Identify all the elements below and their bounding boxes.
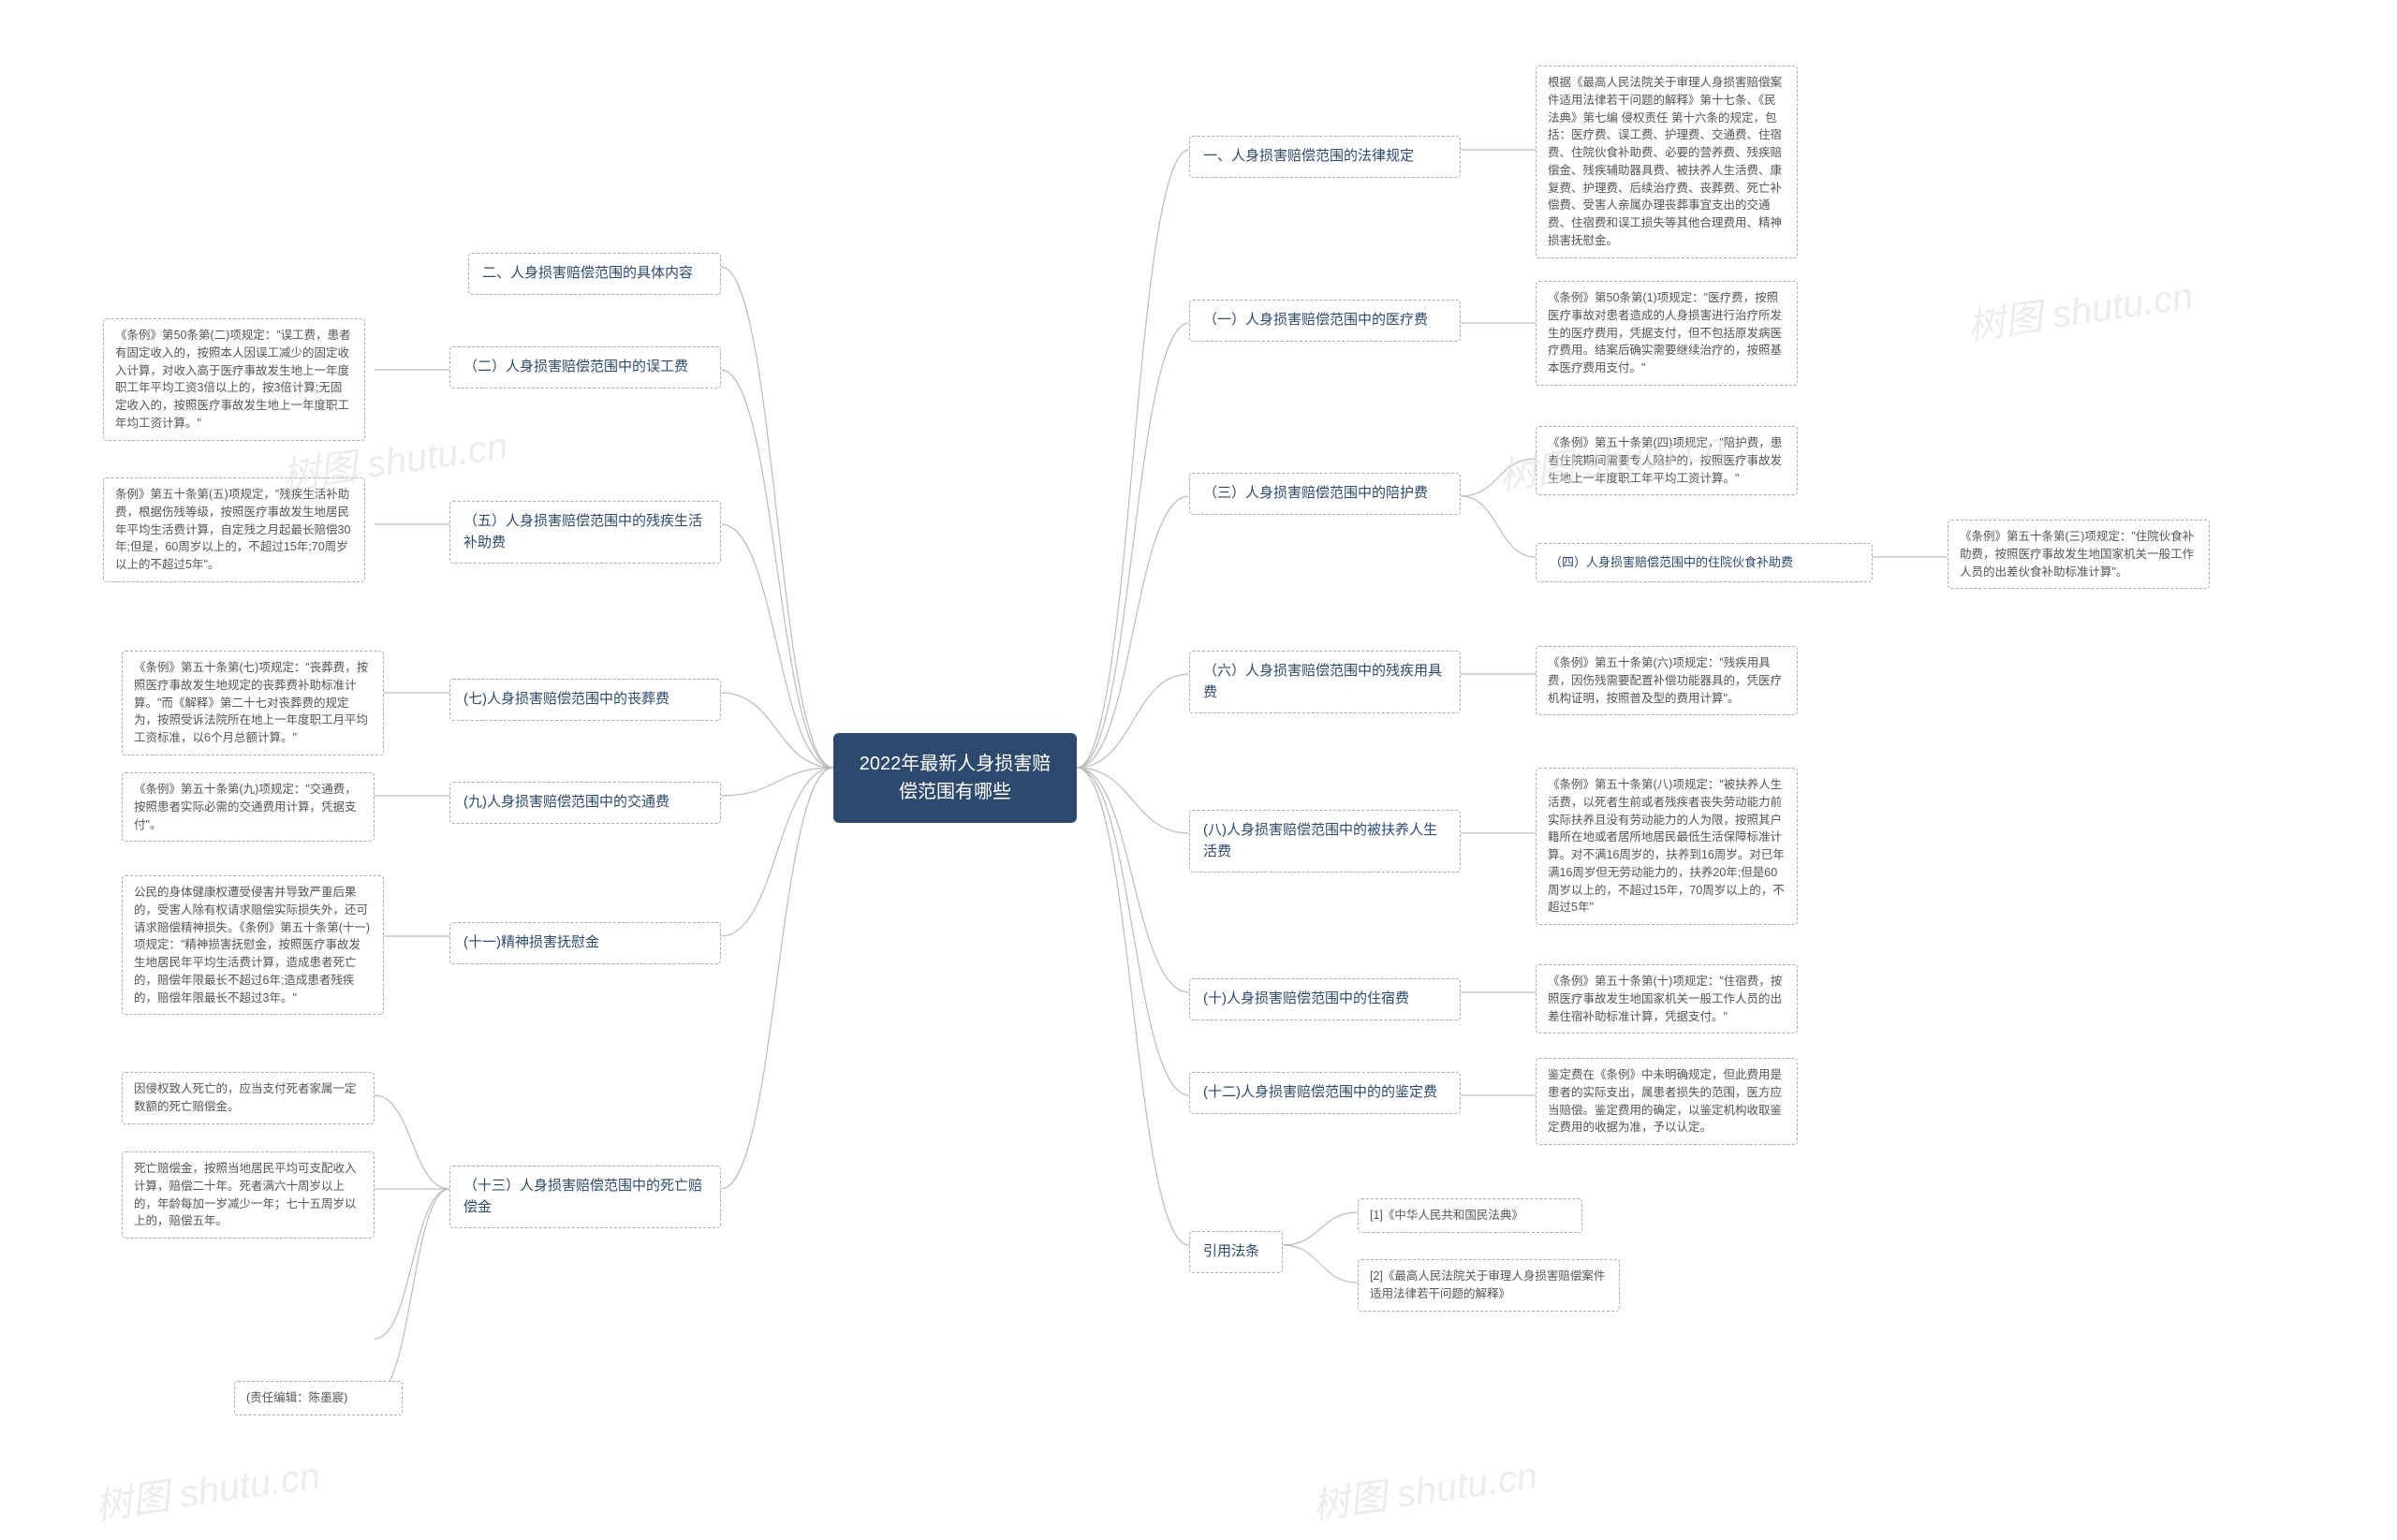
leaf-r4: 《条例》第五十条第(六)项规定："残疾用具费，因伤残需要配置补偿功能器具的，凭医… (1536, 646, 1798, 715)
leaf-l7a: 因侵权致人死亡的，应当支付死者家属一定数额的死亡赔偿金。 (122, 1072, 375, 1124)
watermark: 树图 shutu.cn (1308, 1445, 1540, 1530)
leaf-l7c-dot (234, 1325, 375, 1340)
leaf-l6: 公民的身体健康权遭受侵害并导致严重后果的，受害人除有权请求赔偿实际损失外，还可请… (122, 875, 384, 1015)
branch-l6[interactable]: (十一)精神损害抚慰金 (449, 922, 721, 964)
branch-l7[interactable]: （十三）人身损害赔偿范围中的死亡赔偿金 (449, 1166, 721, 1228)
leaf-r2: 《条例》第50条第(1)项规定："医疗费，按照医疗事故对患者造成的人身损害进行治… (1536, 281, 1798, 386)
branch-r4[interactable]: （六）人身损害赔偿范围中的残疾用具费 (1189, 651, 1461, 713)
branch-r3[interactable]: （三）人身损害赔偿范围中的陪护费 (1189, 473, 1461, 515)
branch-r6[interactable]: (十)人身损害赔偿范围中的住宿费 (1189, 978, 1461, 1020)
branch-l3[interactable]: （五）人身损害赔偿范围中的残疾生活补助费 (449, 501, 721, 564)
branch-r2[interactable]: （一）人身损害赔偿范围中的医疗费 (1189, 300, 1461, 342)
branch-l4[interactable]: (七)人身损害赔偿范围中的丧葬费 (449, 679, 721, 721)
branch-r7[interactable]: (十二)人身损害赔偿范围中的的鉴定费 (1189, 1072, 1461, 1114)
leaf-r5: 《条例》第五十条第(八)项规定："被扶养人生活费，以死者生前或者残疾者丧失劳动能… (1536, 768, 1798, 925)
central-topic[interactable]: 2022年最新人身损害赔偿范围有哪些 (833, 733, 1077, 823)
leaf-l5: 《条例》第五十条第(九)项规定："交通费，按照患者实际必需的交通费用计算，凭据支… (122, 772, 375, 842)
leaf-r8a: [1]《中华人民共和国民法典》 (1358, 1198, 1582, 1233)
watermark: 树图 shutu.cn (1963, 265, 2196, 350)
leaf-r8b: [2]《最高人民法院关于审理人身损害赔偿案件适用法律若干问题的解释》 (1358, 1259, 1620, 1312)
leaf-l2: 《条例》第50条第(二)项规定："误工费，患者有固定收入的，按照本人因误工减少的… (103, 318, 365, 441)
branch-r3-sub[interactable]: （四）人身损害赔偿范围中的住院伙食补助费 (1536, 543, 1873, 582)
branch-r1[interactable]: 一、人身损害赔偿范围的法律规定 (1189, 136, 1461, 178)
branch-l5[interactable]: (九)人身损害赔偿范围中的交通费 (449, 782, 721, 824)
leaf-l7d: (责任编辑：陈墨宸) (234, 1381, 403, 1415)
leaf-r7: 鉴定费在《条例》中未明确规定，但此费用是患者的实际支出，属患者损失的范围，医方应… (1536, 1058, 1798, 1145)
leaf-r3b: 《条例》第五十条第(三)项规定："住院伙食补助费，按照医疗事故发生地国家机关一般… (1948, 520, 2210, 589)
leaf-r1: 根据《最高人民法院关于审理人身损害赔偿案件适用法律若干问题的解释》第十七条、《民… (1536, 66, 1798, 258)
leaf-r6: 《条例》第五十条第(十)项规定："住宿费，按照医疗事故发生地国家机关一般工作人员… (1536, 964, 1798, 1034)
watermark: 树图 shutu.cn (91, 1445, 323, 1530)
mindmap-canvas: 2022年最新人身损害赔偿范围有哪些 一、人身损害赔偿范围的法律规定 根据《最高… (0, 0, 2397, 1540)
leaf-l4: 《条例》第五十条第(七)项规定："丧葬费，按照医疗事故发生地规定的丧葬费补助标准… (122, 651, 384, 755)
leaf-l3: 条例》第五十条第(五)项规定，"残疾生活补助费，根据伤残等级，按照医疗事故发生地… (103, 477, 365, 582)
branch-r5[interactable]: (八)人身损害赔偿范围中的被扶养人生活费 (1189, 810, 1461, 873)
branch-r8[interactable]: 引用法条 (1189, 1231, 1283, 1273)
connector-layer (0, 0, 2397, 1540)
leaf-r3a: 《条例》第五十条第(四)项规定，"陪护费，患者住院期间需要专人陪护的，按照医疗事… (1536, 426, 1798, 495)
branch-l1[interactable]: 二、人身损害赔偿范围的具体内容 (468, 253, 721, 295)
branch-l2[interactable]: （二）人身损害赔偿范围中的误工费 (449, 346, 721, 389)
leaf-l7b: 死亡赔偿金，按照当地居民平均可支配收入计算，赔偿二十年。死者满六十周岁以上的，年… (122, 1151, 375, 1239)
